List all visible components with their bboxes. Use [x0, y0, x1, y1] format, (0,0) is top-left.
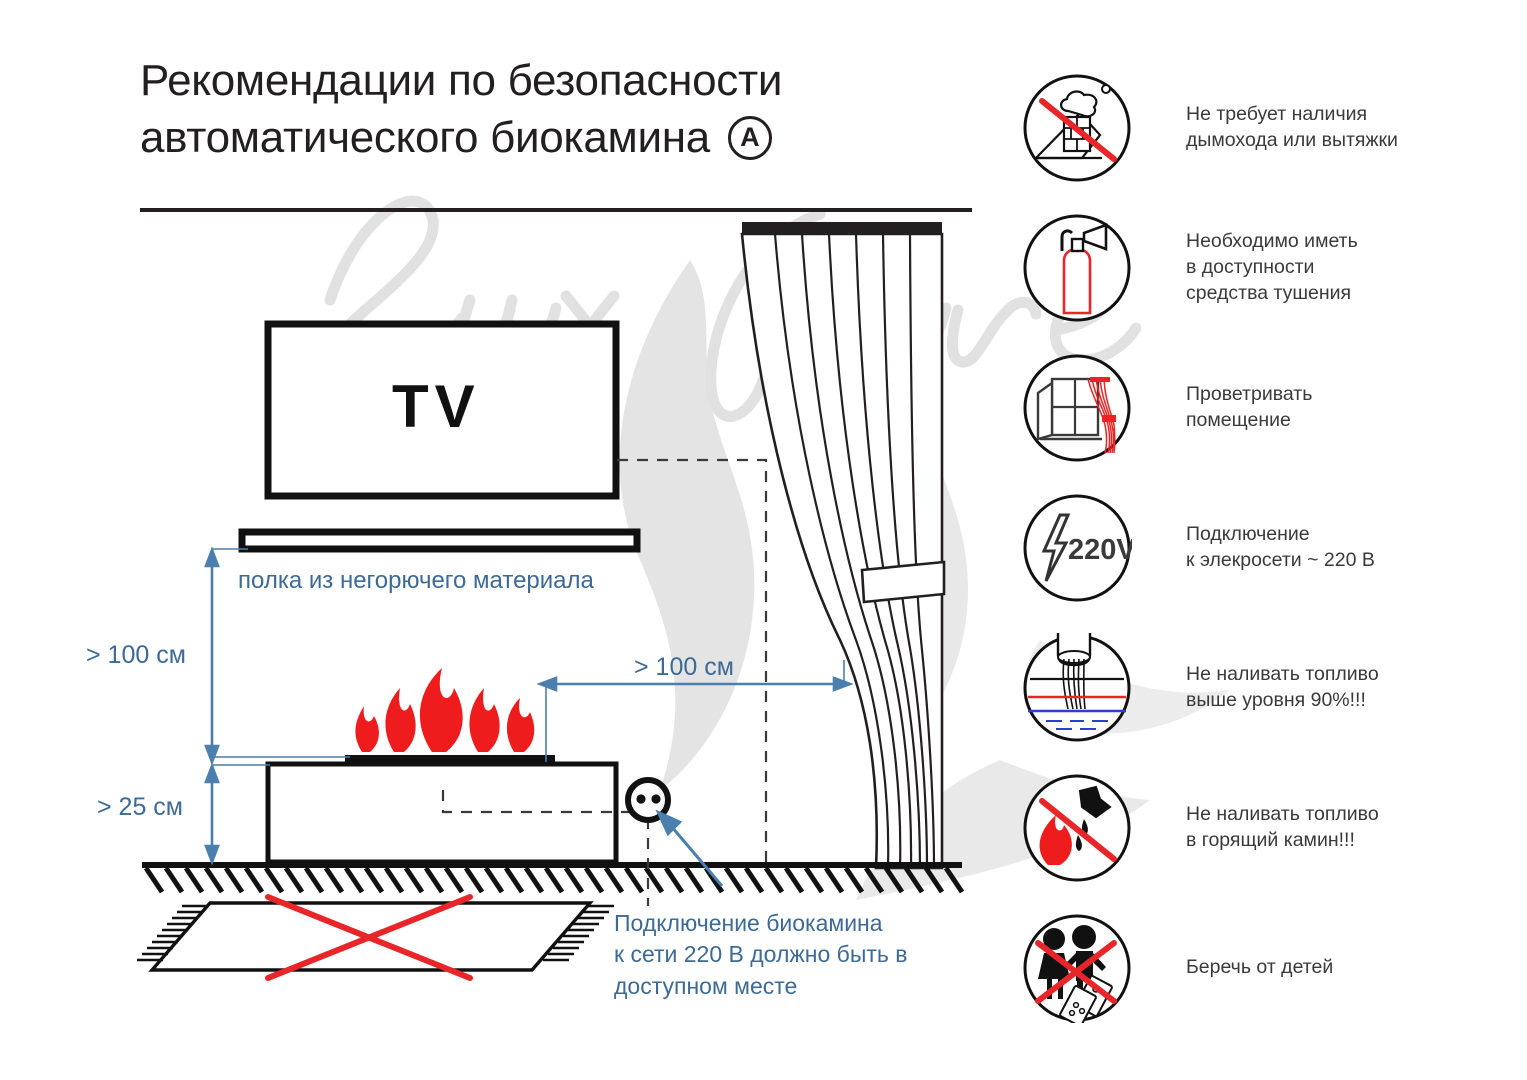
shelf-label: полка из негорючего материала — [238, 567, 594, 594]
dimension-vertical-bottom: > 25 см — [97, 793, 183, 821]
icon-label-no-chimney: Не требует наличия дымохода или вытяжки — [1186, 103, 1398, 151]
icon-row-power: 220V Подключение к элекросети ~ 220 В — [1022, 478, 1522, 618]
burner-strip — [345, 755, 555, 764]
dimension-vertical-top: > 100 см — [86, 641, 186, 669]
curtain — [740, 222, 946, 870]
title-line-1: Рекомендации по безопасности — [140, 56, 783, 105]
ventilate-room-icon — [1022, 353, 1132, 463]
fire-extinguisher-icon — [1022, 213, 1132, 323]
power-220v-label: 220V — [1068, 534, 1132, 566]
icon-label-no-refuel: Не наливать топливо в горящий камин!!! — [1186, 803, 1379, 851]
carpet-prohibited — [137, 894, 614, 981]
icon-label-fuel-level: Не наливать топливо выше уровня 90%!!! — [1186, 663, 1379, 711]
title-line-2: автоматического биокамина — [140, 113, 710, 163]
icon-row-no-refuel: Не наливать топливо в горящий камин!!! — [1022, 758, 1522, 898]
no-chimney-icon — [1022, 73, 1132, 183]
icon-label-ventilate: Проветривать помещение — [1186, 383, 1313, 431]
tv-label: TV — [392, 373, 481, 440]
title-divider — [140, 208, 972, 212]
flames — [355, 668, 535, 752]
icon-row-fuel-level: Не наливать топливо выше уровня 90%!!! — [1022, 618, 1522, 758]
fuel-level-icon — [1022, 633, 1132, 743]
icon-row-extinguisher: Необходимо иметь в доступности средства … — [1022, 198, 1522, 338]
dimension-lines — [204, 546, 854, 887]
non-combustible-shelf — [238, 528, 641, 553]
icon-row-ventilate: Проветривать помещение — [1022, 338, 1522, 478]
no-refuel-burning-icon — [1022, 773, 1132, 883]
icon-label-children: Беречь от детей — [1186, 956, 1334, 979]
tv-screen — [264, 320, 620, 500]
keep-away-children-icon — [1022, 913, 1132, 1023]
icon-row-no-chimney: Не требует наличия дымохода или вытяжки — [1022, 58, 1522, 198]
power-socket — [625, 777, 671, 823]
dimension-horizontal: > 100 см — [634, 653, 734, 681]
fire-class-a-badge: A — [727, 115, 772, 160]
power-220v-icon: 220V — [1022, 493, 1132, 603]
page-title: Рекомендации по безопасности автоматичес… — [140, 52, 970, 166]
floor-hatching — [142, 862, 965, 894]
icon-label-power: Подключение к элекросети ~ 220 В — [1186, 523, 1375, 571]
icon-row-children: Беречь от детей — [1022, 898, 1522, 1038]
dashed-guides — [441, 458, 768, 906]
safety-icon-list: Не требует наличия дымохода или вытяжки — [1022, 58, 1522, 1038]
socket-note: Подключение биокамина к сети 220 В должн… — [614, 910, 908, 999]
icon-label-extinguisher: Необходимо иметь в доступности средства … — [1186, 230, 1358, 304]
